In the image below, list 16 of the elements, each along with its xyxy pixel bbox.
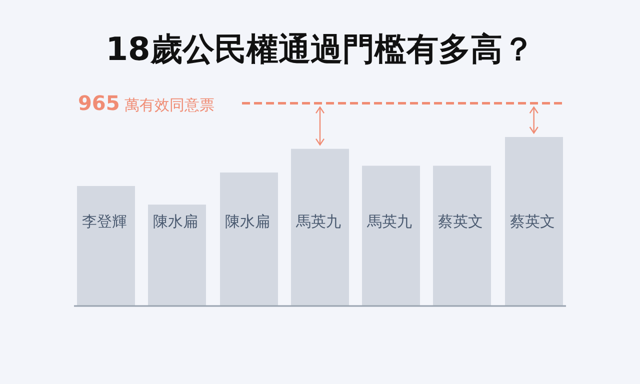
bar: [220, 172, 278, 306]
bar: [291, 148, 349, 306]
x-tick-label: 陳水扁: [225, 212, 270, 231]
x-tick-label: 蔡英文: [510, 212, 555, 231]
x-tick-label: 陳水扁: [153, 212, 198, 231]
x-tick-label: 李登輝: [82, 212, 127, 231]
x-tick-label: 馬英九: [295, 212, 341, 231]
chart-title: 18歲公民權通過門檻有多高？: [106, 30, 534, 68]
bar: [77, 186, 135, 306]
bar: [505, 137, 563, 306]
bar: [362, 166, 420, 306]
ref-line-label: 965 萬有效同意票: [78, 91, 215, 116]
x-tick-label: 馬英九: [366, 212, 412, 231]
x-tick-label: 蔡英文: [438, 212, 483, 231]
bar: [433, 166, 491, 306]
bar: [148, 204, 206, 306]
